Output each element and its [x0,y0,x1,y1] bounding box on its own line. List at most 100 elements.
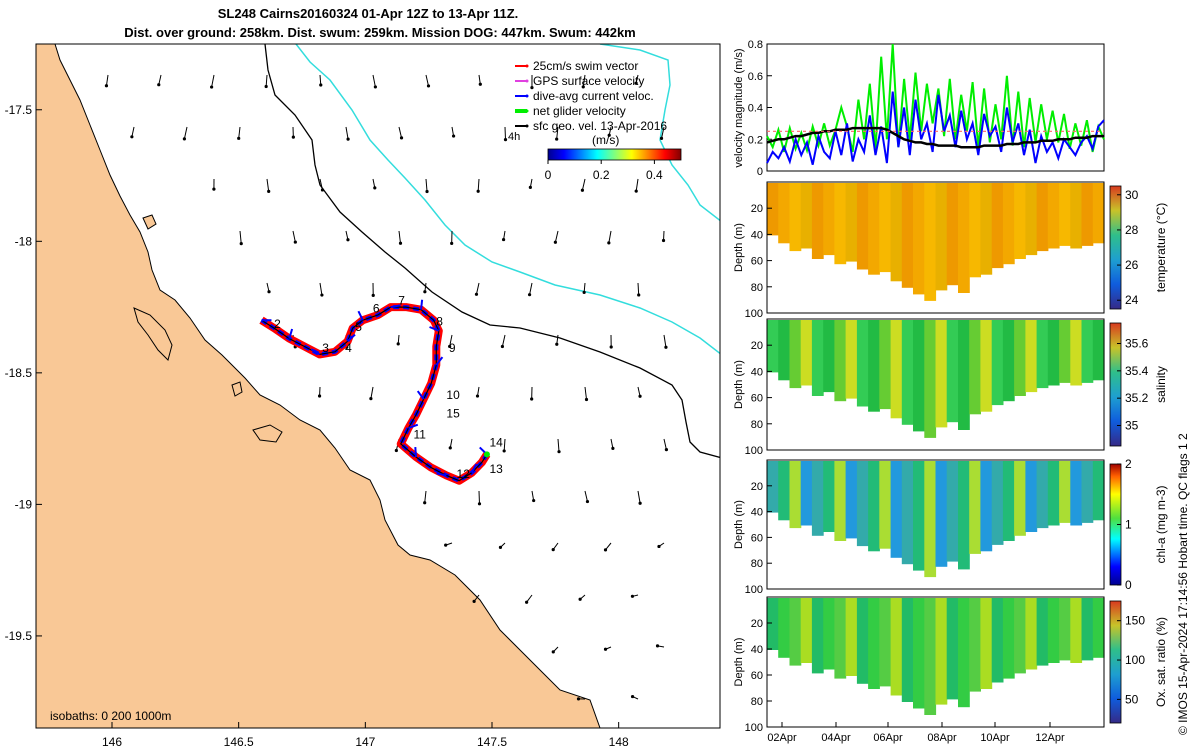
section-profile-column [1047,461,1060,526]
colorbar-tick-label: 35.4 [1125,364,1149,378]
section-profile-column [834,320,847,402]
figure-subtitle: Dist. over ground: 258km. Dist. swum: 25… [124,25,636,40]
depth-axis-label: Depth (m) [733,500,745,549]
section-profile-column [913,461,925,571]
velocity-y-axis-label: velocity magnitude (m/s) [733,48,745,167]
colorbar-tick-label: 150 [1125,614,1145,628]
section-profile-column [1059,598,1071,661]
section-profile-column [778,461,790,521]
geo-velocity-arrow [212,178,216,191]
date-tick-label: 02Apr [767,732,797,744]
section-profile-column [767,320,779,373]
section-colorbar [1109,185,1122,310]
section-profile-column [856,461,869,547]
geo-velocity-arrow [319,178,325,192]
isobaths-label: isobaths: 0 200 1000m [50,709,171,723]
island-hinchinbrook [133,307,173,361]
day-label: 5 [355,320,362,334]
island-small [142,214,157,230]
section-profile-column [901,320,914,425]
day-label: 7 [398,293,405,307]
geo-velocity-arrow [576,697,586,701]
dive-avg-current-vector [429,326,440,332]
velocity-y-tick-label: 0.2 [748,134,763,146]
geo-velocity-arrow [398,230,403,245]
colorbar-bar [547,148,682,161]
section-profile-column [1081,183,1094,246]
section-profile-column [1036,461,1049,529]
section-profile-column [946,598,959,700]
geo-velocity-arrow [584,386,589,402]
legend-entry: sfc geo. vel. 13-Apr-2016 [515,119,667,133]
section-profile-column [800,598,813,663]
colorbar-tick-label: 2 [1125,457,1132,471]
section-profile-column [1092,320,1105,381]
section-profile-column [901,183,914,288]
depth-tick-label: 60 [751,256,763,268]
geo-velocity-arrow [345,126,350,141]
section-profile-column [1092,183,1105,244]
dive-avg-current-vector [390,304,401,309]
dive-avg-current-vector [408,423,419,430]
geo-velocity-arrow [663,438,669,452]
day-label: 6 [373,301,380,315]
day-label: 9 [449,341,456,355]
dive-avg-current-vector [420,299,424,310]
colorbar-label: Ox. sat. ratio (%) [1154,617,1168,707]
day-label: 14 [489,436,503,450]
depth-tick-label: 40 [751,644,763,656]
velocity-y-tick-label: 0.6 [748,71,763,83]
depth-axis-label: Depth (m) [733,638,745,687]
section-profile-column [1092,461,1105,521]
section-profile-column [1081,320,1094,383]
geo-velocity-arrow [630,594,639,598]
geo-velocity-arrow [609,334,613,349]
geo-velocity-arrow [450,230,454,245]
colorbar-tick-label: 0.4 [646,168,663,182]
isobath-200m [264,44,720,459]
geo-velocity-arrow [423,282,427,294]
colorbar-tick-label: 50 [1125,692,1139,706]
section-profile-column [991,598,1004,683]
map-frame [35,43,721,729]
geo-velocity-arrow [607,230,612,245]
depth-tick-label: 20 [751,340,763,352]
legend-label: 25cm/s swim vector [533,59,638,73]
day-label: 13 [489,462,503,476]
geo-velocity-arrow [104,74,109,88]
section-profile-column [823,320,835,393]
day-labels: 2 3 456 7 89 10 15 11 12 13 14 [274,293,503,481]
velocity-y-tick-label: 0.4 [748,103,763,115]
lat-tick-label: -19 [15,497,33,511]
section-profile-column [879,598,892,687]
geo-velocity-arrow [503,126,508,142]
section-profile-column [935,183,948,291]
day-label: 10 [446,388,460,402]
geo-velocity-arrow [237,126,241,140]
glider-track [259,299,491,485]
lon-tick-label: 147.5 [477,735,507,749]
longitude-axis: 146 146.5 147 147.5 148 [102,722,629,749]
section-profile-column [1014,598,1026,674]
day-label: 11 [413,428,426,442]
legend-entry: GPS surface velocity [515,74,644,88]
section-colorbar [1109,322,1122,447]
geo-velocity-arrow [317,386,322,398]
geo-velocity-arrow [584,490,590,504]
date-tick-label: 12Apr [1035,732,1065,744]
date-tick-label: 08Apr [927,732,957,744]
section-profile-column [823,461,835,532]
section-profile-column [868,461,880,552]
depth-tick-label: 100 [745,308,763,320]
section-profile-column [778,183,790,244]
section-profile-column [879,183,892,273]
depth-tick-label: 80 [751,696,763,708]
section-profile-column [811,598,824,674]
geo-velocity-arrow [369,386,374,401]
geo-velocity-arrow [264,74,268,89]
geo-velocity-arrow [319,282,324,297]
colorbar-tick-label: 0 [545,168,552,182]
oxygen-saturation-section-panel: 20 40 60 80 100 Depth (m) 50 100 150 Ox. sat. rat… [733,596,1168,734]
colorbar-tick-label: 35 [1125,419,1139,433]
